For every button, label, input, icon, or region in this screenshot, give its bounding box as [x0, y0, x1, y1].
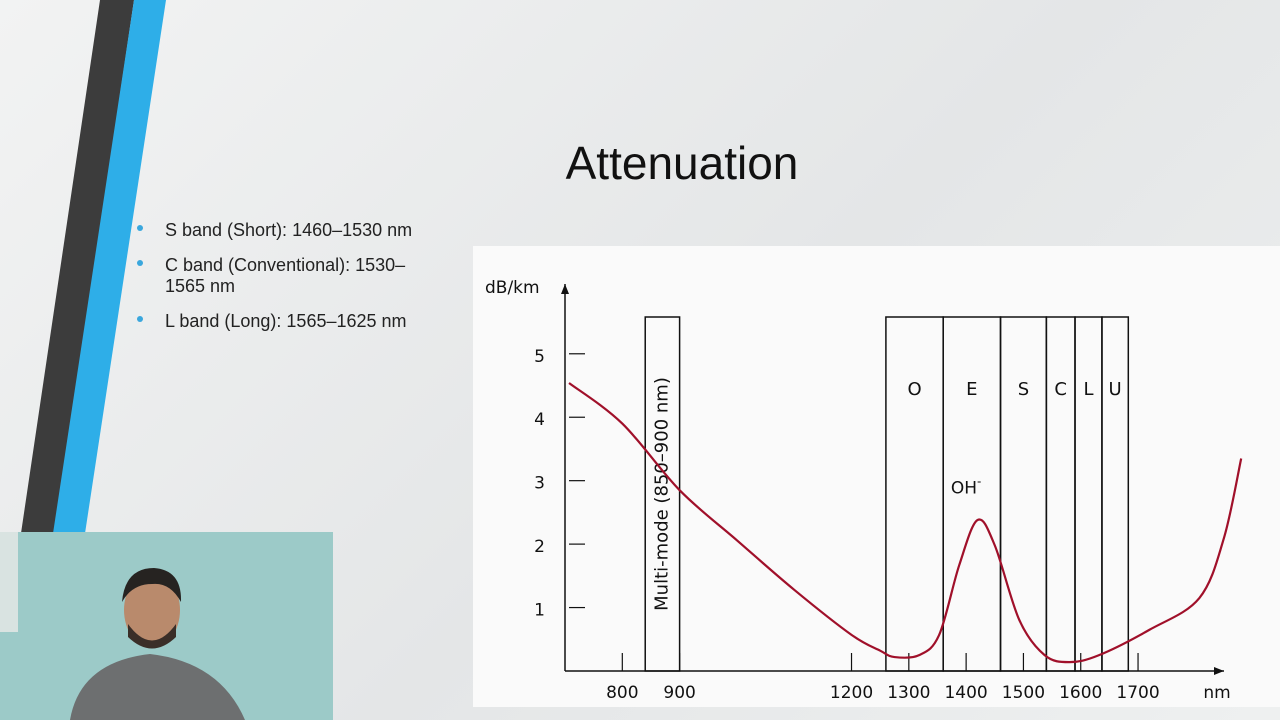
- x-tick-label: 1400: [944, 683, 987, 703]
- chart-panel: [473, 246, 1280, 707]
- bullet: C band (Conventional): 1530–1565 nm: [137, 255, 437, 297]
- x-tick-label: 1200: [830, 683, 873, 703]
- webcam-feed: [0, 532, 333, 720]
- band-label: O: [907, 379, 921, 400]
- y-tick-label: 4: [534, 410, 545, 430]
- band-label: L: [1083, 379, 1093, 400]
- bullet-list: S band (Short): 1460–1530 nm C band (Conv…: [137, 220, 437, 346]
- x-tick-label: 900: [663, 683, 695, 703]
- y-axis-arrow: [561, 284, 569, 294]
- slide-title: Attenuation: [565, 137, 799, 189]
- chart: Multi-mode (850–900 nm) O E S C L UdB/km nm 1 2 3 4…: [473, 246, 1280, 707]
- x-axis-arrow: [1214, 667, 1224, 675]
- decor-stripes: [20, 0, 166, 540]
- annotation-superscript: -: [977, 474, 981, 488]
- x-tick-label: 1500: [1002, 683, 1045, 703]
- band-label: C: [1054, 379, 1067, 400]
- y-tick-label: 3: [534, 474, 545, 494]
- bullet: S band (Short): 1460–1530 nm: [137, 220, 437, 241]
- annotation: OH-: [951, 474, 982, 498]
- band-label: S: [1018, 379, 1029, 400]
- x-tick-label: 1600: [1059, 683, 1102, 703]
- band-label: Multi-mode (850–900 nm): [651, 377, 672, 611]
- annotation-text: OH: [951, 478, 977, 498]
- x-tick-label: 1700: [1116, 683, 1159, 703]
- band-label: U: [1109, 379, 1122, 400]
- y-tick-label: 5: [534, 347, 545, 367]
- x-tick-label: 1300: [887, 683, 930, 703]
- x-axis-label: nm: [1203, 683, 1230, 703]
- y-axis-label: dB/km: [485, 278, 540, 298]
- band-label: E: [966, 379, 977, 400]
- x-tick-label: 800: [606, 683, 638, 703]
- attenuation-curve: [568, 382, 1243, 664]
- bullet: L band (Long): 1565–1625 nm: [137, 311, 437, 332]
- y-tick-label: 2: [534, 537, 545, 557]
- y-tick-label: 1: [534, 601, 545, 621]
